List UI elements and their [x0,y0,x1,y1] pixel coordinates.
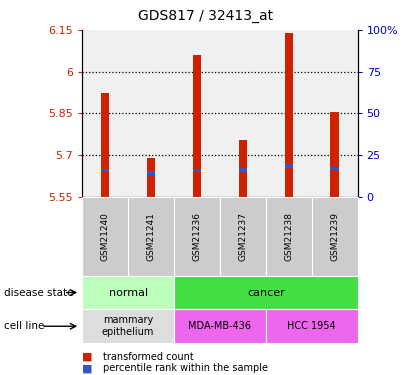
Text: ■: ■ [82,352,93,362]
Text: GSM21239: GSM21239 [330,212,339,261]
Bar [330,112,339,197]
Bar [193,169,201,172]
Text: mammary
epithelium: mammary epithelium [102,315,154,337]
Text: GSM21236: GSM21236 [192,212,201,261]
Text: GSM21240: GSM21240 [101,212,110,261]
Text: GDS817 / 32413_at: GDS817 / 32413_at [138,9,273,23]
Text: GSM21238: GSM21238 [284,212,293,261]
Bar [193,55,201,197]
Text: transformed count: transformed count [103,352,194,362]
Text: normal: normal [109,288,148,297]
Text: disease state: disease state [4,288,74,297]
Bar [147,171,155,175]
Bar [147,158,155,197]
Text: cell line: cell line [4,321,44,331]
Bar [101,93,109,197]
Bar [284,164,293,168]
Bar [239,168,247,172]
Text: GSM21237: GSM21237 [238,212,247,261]
Bar [330,167,339,170]
Text: cancer: cancer [247,288,285,297]
Text: HCC 1954: HCC 1954 [287,321,336,331]
Text: ■: ■ [82,363,93,373]
Text: GSM21241: GSM21241 [147,212,155,261]
Text: MDA-MB-436: MDA-MB-436 [188,321,252,331]
Bar [284,33,293,197]
Bar [101,169,109,172]
Bar [239,140,247,197]
Text: percentile rank within the sample: percentile rank within the sample [103,363,268,373]
